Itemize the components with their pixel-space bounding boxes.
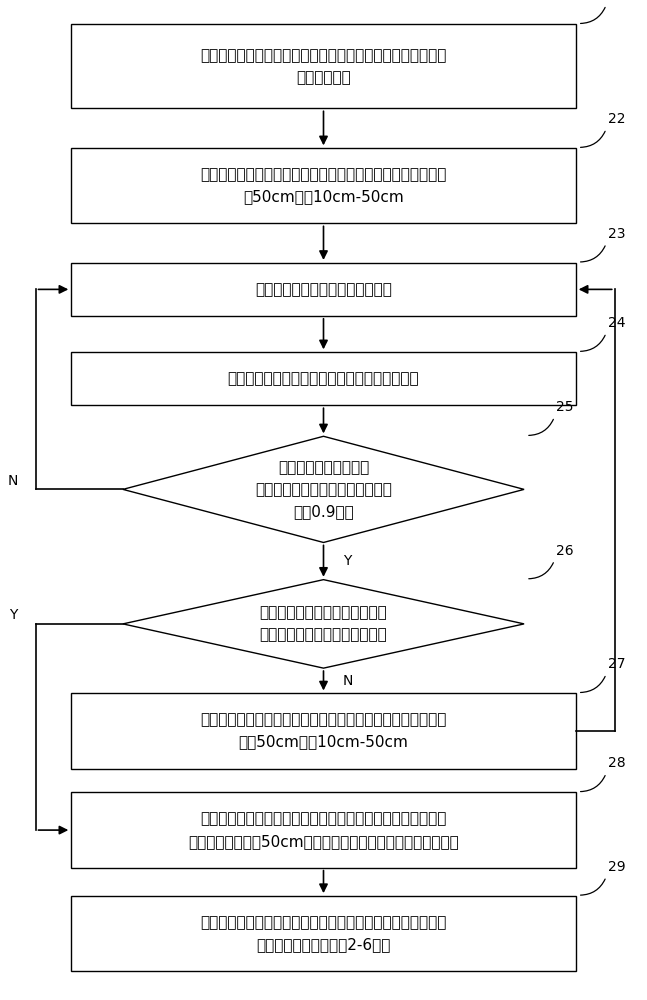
Bar — [71, 352, 576, 405]
FancyArrowPatch shape — [580, 335, 605, 351]
Polygon shape — [123, 580, 524, 668]
Text: N: N — [8, 474, 18, 488]
Text: N: N — [343, 674, 353, 688]
FancyArrowPatch shape — [580, 7, 605, 23]
FancyArrowPatch shape — [529, 419, 553, 435]
Text: 对冻土区场地开挖的且完成杆塔基础浇筑或装配施工的基坑，
进行杂物清理: 对冻土区场地开挖的且完成杆塔基础浇筑或装配施工的基坑， 进行杂物清理 — [201, 48, 446, 85]
Text: 27: 27 — [608, 657, 626, 671]
Text: 向基坑内回填下一层第一冻土，当前回填的第一冻土层的厚度
小于50cm，如10cm-50cm: 向基坑内回填下一层第一冻土，当前回填的第一冻土层的厚度 小于50cm，如10cm… — [201, 712, 446, 750]
Bar — [71, 896, 576, 971]
Text: 检测到的土体密度是否
大于冻土区场地原状冻土的土体密
度的0.9倍？: 检测到的土体密度是否 大于冻土区场地原状冻土的土体密 度的0.9倍？ — [255, 460, 392, 519]
Text: 向基坑回填第二冻土，直至回填的第二冻土的顶面高出冻土区
场地地表以上至少50cm，对第二冻土的回填即不分层也不夯实: 向基坑回填第二冻土，直至回填的第二冻土的顶面高出冻土区 场地地表以上至少50cm… — [188, 811, 459, 849]
FancyArrowPatch shape — [529, 563, 553, 579]
Text: 基坑经夯实后的第一冻土的顶面
是否略高出多年冻土天然上限？: 基坑经夯实后的第一冻土的顶面 是否略高出多年冻土天然上限？ — [259, 605, 388, 642]
Text: 22: 22 — [608, 112, 626, 126]
Bar — [71, 24, 576, 108]
Text: 向基坑内回填一层第一冻土，当前回填的第一冻土层的厚度小
于50cm，如10cm-50cm: 向基坑内回填一层第一冻土，当前回填的第一冻土层的厚度小 于50cm，如10cm-… — [201, 167, 446, 204]
Bar — [71, 148, 576, 223]
Text: 23: 23 — [608, 227, 626, 241]
FancyArrowPatch shape — [580, 879, 605, 895]
Bar — [71, 792, 576, 868]
Text: 24: 24 — [608, 316, 626, 330]
Bar — [71, 263, 576, 316]
Text: 28: 28 — [608, 756, 626, 770]
Text: Y: Y — [343, 554, 351, 568]
Text: 对所述杆塔基础进行静置处理且静置时长大于或等于预设静置
期，所述预设静置期为2-6个月: 对所述杆塔基础进行静置处理且静置时长大于或等于预设静置 期，所述预设静置期为2-… — [201, 915, 446, 952]
FancyArrowPatch shape — [580, 246, 605, 262]
Text: 对当前回填的第一冻土层进行夯实: 对当前回填的第一冻土层进行夯实 — [255, 282, 392, 297]
Text: 26: 26 — [556, 544, 574, 558]
FancyArrowPatch shape — [580, 676, 605, 692]
Bar — [71, 693, 576, 769]
FancyArrowPatch shape — [580, 131, 605, 147]
Text: 21: 21 — [608, 0, 626, 2]
Text: Y: Y — [9, 608, 17, 622]
Text: 检测当前回填的第一冻土层经夯实后的土体密度: 检测当前回填的第一冻土层经夯实后的土体密度 — [228, 371, 419, 386]
Text: 29: 29 — [608, 860, 626, 874]
Polygon shape — [123, 436, 524, 542]
Text: 25: 25 — [556, 400, 574, 414]
FancyArrowPatch shape — [580, 776, 605, 792]
